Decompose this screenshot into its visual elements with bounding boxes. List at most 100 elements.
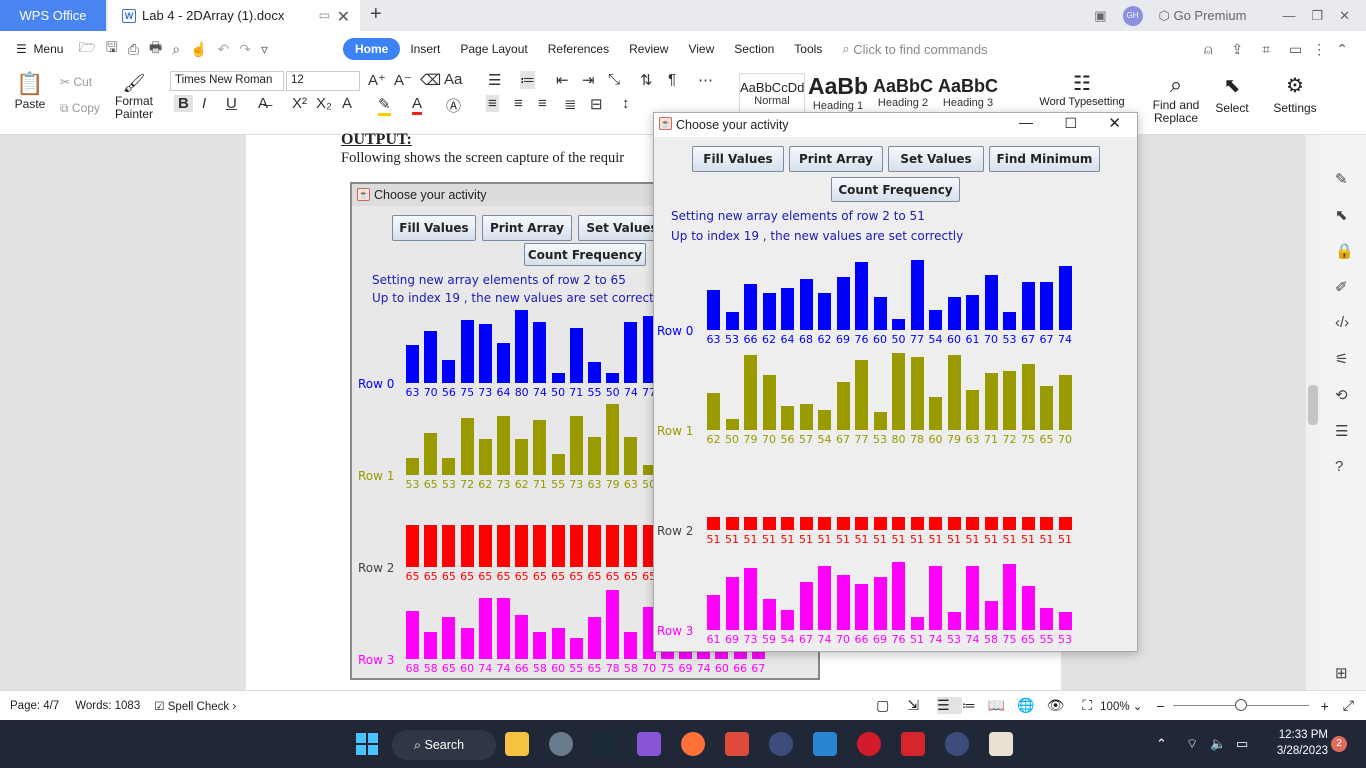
align-left-icon[interactable]: ≡ <box>486 95 499 112</box>
numbering-icon[interactable]: ≔ <box>520 71 535 89</box>
shrink-font-icon[interactable]: A⁻ <box>394 72 412 89</box>
spell-check[interactable]: ☑ Spell Check › <box>154 700 237 713</box>
share-icon[interactable]: ⍝ <box>1204 40 1213 57</box>
clock[interactable]: 12:33 PM 3/28/2023 <box>1277 727 1328 759</box>
reading-view-icon[interactable]: 📖 <box>987 697 1006 713</box>
fill-values-button[interactable]: Fill Values <box>692 146 784 172</box>
close-tab-icon[interactable]: ✕ <box>336 9 350 26</box>
apps-grid-icon[interactable]: ⊞ <box>1335 665 1348 682</box>
activity-window-titlebar[interactable]: ☕ Choose your activity — ☐ ✕ <box>654 113 1137 137</box>
tab-view[interactable]: View <box>688 42 715 56</box>
go-premium-button[interactable]: ⬡ Go Premium <box>1158 7 1247 23</box>
read-mode-icon[interactable]: ⇲ <box>907 697 920 713</box>
taskbar-search[interactable]: ⌕ Search <box>392 730 496 760</box>
export-pdf-icon[interactable]: ⎙ <box>127 40 139 57</box>
align-center-icon[interactable]: ≡ <box>514 95 523 112</box>
pointer-icon[interactable]: ⬉ <box>1335 207 1348 224</box>
zoom-slider[interactable] <box>1172 699 1309 711</box>
char-border-icon[interactable]: Ⓐ <box>446 98 462 115</box>
strikethrough-icon[interactable]: A̶ <box>258 95 269 112</box>
show-marks-icon[interactable]: ¶ <box>668 71 677 88</box>
tab-review[interactable]: Review <box>629 42 669 56</box>
page-indicator[interactable]: Page: 4/7 <box>10 699 60 712</box>
scrollbar-thumb[interactable] <box>1308 385 1318 425</box>
find-minimum-button[interactable]: Find Minimum <box>989 146 1100 172</box>
zoom-in-icon[interactable]: + <box>1320 697 1329 714</box>
settings-button[interactable]: ⚙ Settings <box>1270 71 1320 115</box>
style-heading3[interactable]: AaBbC Heading 3 <box>936 73 1000 117</box>
style-normal[interactable]: AaBbCcDd Normal <box>739 73 805 117</box>
menu-button[interactable]: ☰ Menu <box>16 42 64 56</box>
close-icon[interactable]: ✕ <box>1108 115 1121 132</box>
vscode-icon[interactable] <box>813 732 837 756</box>
fit-page-icon[interactable]: ⛶ <box>1082 697 1093 713</box>
save-icon[interactable]: 🖫 <box>105 39 118 55</box>
tab-home[interactable]: Home <box>342 38 401 60</box>
tab-stops-icon[interactable]: ⋯ <box>698 72 713 89</box>
bullets-icon[interactable]: ☰ <box>488 72 502 89</box>
minimize-icon[interactable]: — <box>1282 8 1296 23</box>
format-painter-button[interactable]: 🖌 Format Painter <box>113 71 155 121</box>
sliders-icon[interactable]: ⚟ <box>1335 351 1349 368</box>
tab-insert[interactable]: Insert <box>410 42 441 56</box>
paste-button[interactable]: 📋 Paste <box>12 71 48 111</box>
print-array-button[interactable]: Print Array <box>789 146 883 172</box>
select-button[interactable]: ⬉ Select <box>1210 71 1254 115</box>
cut-button[interactable]: ✂ Cut <box>60 75 93 89</box>
font-color-icon[interactable]: A <box>412 95 423 115</box>
minimize-icon[interactable]: — <box>1019 114 1033 130</box>
document-tab[interactable]: W Lab 4 - 2DArray (1).docx ▭ ✕ <box>108 0 360 31</box>
file-explorer-icon[interactable] <box>505 732 529 756</box>
wps-writer-icon[interactable] <box>901 732 925 756</box>
collapse-ribbon-icon[interactable]: ⌃ <box>1336 40 1348 57</box>
align-right-icon[interactable]: ≡ <box>538 95 547 112</box>
tablet-mode-icon[interactable]: ▣ <box>1094 7 1107 23</box>
start-button[interactable] <box>356 733 378 755</box>
battery-icon[interactable]: ▭ <box>1236 736 1249 751</box>
zoom-out-icon[interactable]: − <box>1156 697 1165 714</box>
edit-doc-icon[interactable]: ✐ <box>1335 279 1348 296</box>
java-app-icon[interactable] <box>989 732 1013 756</box>
web-layout-icon[interactable]: 🌐 <box>1017 697 1035 713</box>
change-case-icon[interactable]: Aa <box>444 71 463 88</box>
tab-references[interactable]: References <box>547 42 610 56</box>
text-direction-icon[interactable]: ⤡ <box>608 71 621 88</box>
highlight-icon[interactable]: ✎ <box>378 95 391 116</box>
print-icon[interactable]: 🖶 <box>148 39 163 55</box>
customize-chevron-icon[interactable]: ▿ <box>260 40 268 57</box>
more-icon[interactable]: ⋮ <box>1312 40 1327 57</box>
text-effects-icon[interactable]: A <box>342 95 353 112</box>
wps-office-tab[interactable]: WPS Office <box>0 0 106 31</box>
close-window-icon[interactable]: ✕ <box>1339 7 1350 23</box>
history-icon[interactable]: ⟲ <box>1335 387 1348 404</box>
firefox-icon[interactable] <box>681 732 705 756</box>
visual-studio-icon[interactable] <box>637 732 661 756</box>
zoom-slider-knob[interactable] <box>1234 699 1247 711</box>
eye-protection-icon[interactable]: 👁 <box>1046 697 1065 713</box>
set-values-button[interactable]: Set Values <box>888 146 984 172</box>
maximize-icon[interactable]: ☐ <box>1064 115 1077 131</box>
sync-icon[interactable]: ⇪ <box>1231 40 1244 57</box>
zoom-level[interactable]: 100% ⌄ <box>1100 700 1143 713</box>
opera-icon[interactable] <box>857 732 881 756</box>
find-replace-button[interactable]: ⌕ Find and Replace <box>1150 71 1202 125</box>
increase-indent-icon[interactable]: ⇥ <box>582 72 595 89</box>
sort-icon[interactable]: ⇅ <box>640 72 653 89</box>
wifi-icon[interactable]: ⌔ <box>1186 736 1199 751</box>
show-hidden-icons[interactable]: ⌃ <box>1156 736 1167 751</box>
word-count[interactable]: Words: 1083 <box>75 699 141 712</box>
tab-section[interactable]: Section <box>734 42 775 56</box>
style-heading1[interactable]: AaBb Heading 1 <box>806 73 870 117</box>
settings-app-icon[interactable] <box>549 732 573 756</box>
justify-icon[interactable]: ≣ <box>564 96 577 113</box>
distributed-icon[interactable]: ⊟ <box>590 96 603 113</box>
eclipse-2-icon[interactable] <box>945 732 969 756</box>
line-spacing-icon[interactable]: ↕ <box>622 95 630 112</box>
page-view-icon[interactable]: ▢ <box>876 697 890 713</box>
word-typesetting-button[interactable]: ☷ Word Typesetting <box>1030 71 1134 108</box>
help-icon[interactable]: ? <box>1335 458 1344 475</box>
font-size-select[interactable]: 12 <box>286 71 360 91</box>
new-tab-button[interactable]: + <box>370 3 382 25</box>
pen-icon[interactable]: ✎ <box>1335 171 1348 188</box>
subscript-icon[interactable]: X₂ <box>316 95 332 112</box>
